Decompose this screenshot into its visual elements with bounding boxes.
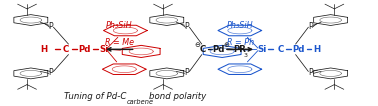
Text: P: P xyxy=(184,68,189,77)
Text: Ph₃SiH: Ph₃SiH xyxy=(106,21,133,30)
Text: P: P xyxy=(308,68,313,77)
Text: H: H xyxy=(40,45,48,54)
Text: Pd: Pd xyxy=(292,45,304,54)
Text: R = Ph: R = Ph xyxy=(226,38,254,47)
Text: ⊕: ⊕ xyxy=(223,42,229,48)
Text: Si: Si xyxy=(99,45,108,54)
Text: Si: Si xyxy=(257,45,266,54)
Text: bond polarity: bond polarity xyxy=(149,92,206,101)
Text: ⊖: ⊖ xyxy=(194,42,200,48)
Text: P: P xyxy=(48,22,53,31)
Text: Ph₃SiH: Ph₃SiH xyxy=(227,21,254,30)
Text: C: C xyxy=(63,45,69,54)
Text: 3: 3 xyxy=(243,53,247,58)
Text: P: P xyxy=(184,22,189,31)
Text: H: H xyxy=(313,45,321,54)
Text: carbene: carbene xyxy=(127,99,154,105)
Text: R = Me: R = Me xyxy=(105,38,134,47)
Text: PR: PR xyxy=(233,45,246,54)
Text: Tuning of Pd-C: Tuning of Pd-C xyxy=(65,92,127,101)
Text: C: C xyxy=(200,45,206,54)
Text: Pd: Pd xyxy=(79,45,91,54)
Text: P: P xyxy=(48,68,53,77)
Text: Pd: Pd xyxy=(212,45,225,54)
Text: P: P xyxy=(308,22,313,31)
Text: C: C xyxy=(277,45,284,54)
